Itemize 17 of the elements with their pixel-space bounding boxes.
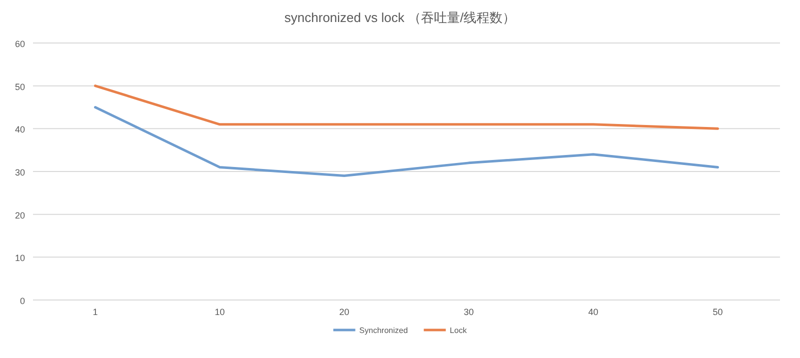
y-tick-label: 40	[14, 124, 25, 135]
y-tick-label: 20	[14, 210, 25, 220]
x-tick-label: 1	[92, 307, 98, 317]
y-tick-label: 0	[20, 296, 25, 306]
y-tick-label: 30	[14, 168, 25, 178]
legend-label: Lock	[450, 326, 468, 335]
x-tick-label: 50	[712, 307, 723, 317]
y-tick-label: 10	[14, 253, 25, 264]
y-tick-label: 60	[14, 39, 25, 49]
y-tick-label: 50	[14, 82, 25, 92]
x-tick-label: 20	[339, 307, 350, 317]
x-tick-label: 30	[464, 307, 474, 317]
x-tick-label: 40	[588, 307, 598, 317]
line-series	[94, 106, 719, 178]
chart-title: synchronized vs lock （吞吐量/线程数）	[284, 10, 516, 25]
legend-label: Synchronized	[359, 326, 408, 335]
x-tick-label: 10	[214, 307, 225, 317]
